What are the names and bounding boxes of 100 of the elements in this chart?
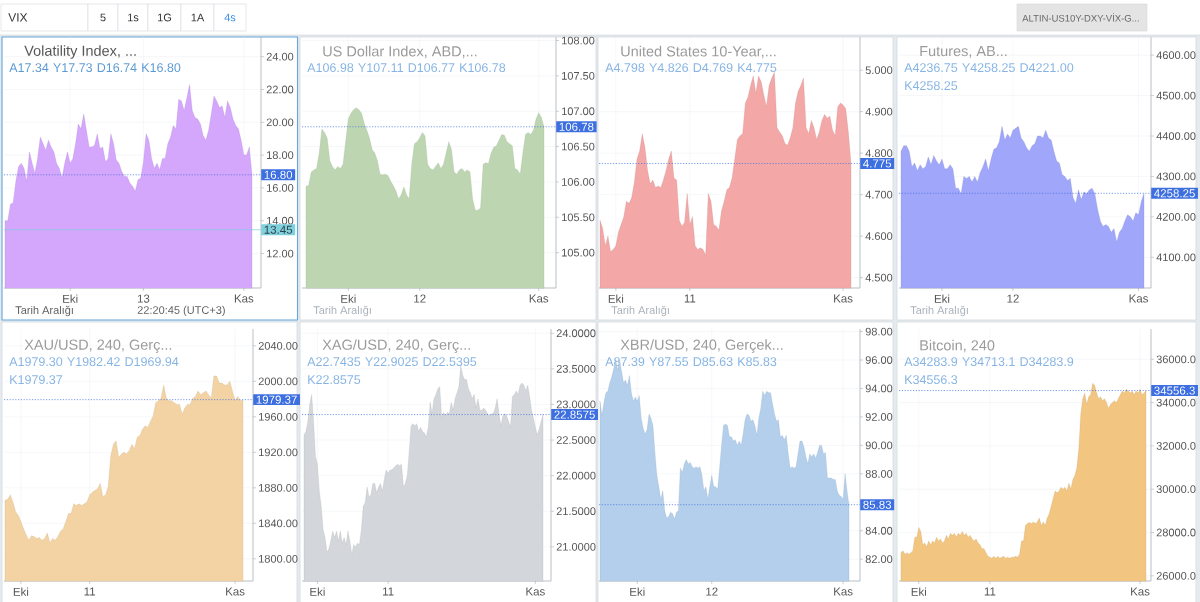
ref-line-label: 22.8575 [554, 410, 595, 419]
y-tick-label: 84.00 [865, 526, 893, 535]
text: A22.7435 Y22.9025 D22.5395 K22.8575 [307, 357, 477, 385]
x-tick-label: Eki [310, 587, 325, 596]
y-tick-label: 98.00 [865, 327, 893, 336]
y-tick-label: 1840.00 [259, 519, 298, 528]
ref-line-label: 16.80 [264, 170, 293, 179]
x-tick-label: 12 [706, 587, 718, 596]
text: VIX [8, 13, 28, 22]
y-tick-label: 22.0000 [556, 471, 596, 480]
y-tick-label: 108.00 [562, 36, 595, 45]
x-tick-label: 11 [84, 587, 96, 596]
x-tick-label: 13 [137, 294, 150, 303]
x-tick-label: Eki [608, 294, 624, 303]
y-tick-label: 4200.00 [1156, 212, 1196, 221]
ref-line-label: 106.78 [559, 122, 594, 131]
y-tick-label: 1920.00 [259, 448, 298, 457]
text: 4s [224, 13, 236, 22]
x-tick-label: Eki [63, 294, 78, 303]
y-tick-label: 105.50 [562, 213, 595, 222]
y-tick-label: 2040.00 [258, 341, 298, 350]
y-tick-label: 2000.00 [258, 377, 298, 386]
x-tick-label: 12 [1007, 294, 1019, 303]
y-tick-label: 4.900 [865, 107, 893, 116]
y-tick-label: 107.50 [562, 71, 595, 80]
x-tick-label: Eki [13, 587, 29, 596]
text: A34283.9 Y34713.1 D34283.9 K34556.3 [904, 357, 1074, 385]
text: XAG/USD, 240, Gerç... [322, 339, 470, 353]
y-tick-label: 36000.0 [1156, 355, 1196, 364]
y-tick-label: 26000.0 [1156, 571, 1196, 580]
text: Tarih Aralığı [910, 305, 968, 317]
y-tick-label: 88.00 [865, 469, 893, 478]
x-tick-label: 12 [414, 294, 426, 303]
y-tick-label: 12.00 [267, 249, 294, 258]
x-tick-label: Kas [834, 294, 853, 303]
text: ALTIN-US10Y-DXY-VİX-G... [1022, 13, 1139, 22]
text: A4236.75 Y4258.25 D4221.00 K4258.25 [904, 63, 1074, 91]
x-tick-label: Eki [911, 587, 926, 596]
y-tick-label: 106.50 [562, 142, 595, 151]
y-tick-label: 94.00 [865, 384, 893, 393]
text: Tarih Aralığı [313, 305, 371, 317]
y-tick-label: 23.0000 [556, 400, 596, 409]
x-tick-label: Kas [226, 587, 245, 596]
x-tick-label: 11 [383, 587, 394, 596]
y-tick-label: 24.00 [266, 52, 294, 61]
x-tick-label: Eki [341, 294, 356, 303]
y-tick-label: 4.800 [865, 149, 893, 158]
ref-line-label: 13.45 [264, 225, 293, 234]
x-tick-label: 11 [984, 587, 996, 596]
y-tick-label: 22.5000 [556, 436, 596, 444]
y-tick-label: 28000.0 [1156, 528, 1196, 537]
y-tick-label: 21.5000 [556, 507, 596, 516]
y-tick-label: 107.00 [562, 107, 595, 116]
y-tick-label: 4500.00 [1156, 91, 1196, 100]
text: 22:20:45 (UTC+3) [137, 305, 225, 317]
y-tick-label: 21.0000 [556, 542, 596, 551]
text: United States 10-Year,... [621, 45, 776, 59]
y-tick-label: 20.00 [266, 118, 294, 127]
text: Tarih Aralığı [611, 305, 669, 317]
text: Volatility Index, ... [24, 45, 136, 59]
y-tick-label: 4.500 [865, 273, 893, 282]
x-tick-label: Eki [630, 587, 645, 596]
y-tick-label: 4300.00 [1156, 172, 1196, 181]
x-tick-label: Kas [529, 294, 549, 303]
y-tick-label: 1880.00 [259, 483, 298, 492]
y-tick-label: 34000.0 [1156, 398, 1196, 407]
y-tick-label: 106.00 [562, 178, 595, 186]
y-tick-label: 4100.00 [1156, 253, 1196, 262]
text: Tarih Aralığı [15, 305, 73, 317]
x-tick-label: Kas [234, 294, 254, 303]
y-tick-label: 82.00 [865, 555, 893, 564]
text: XBR/USD, 240, Gerçek... [620, 339, 783, 353]
text: 5 [100, 13, 106, 22]
text: A4.798 Y4.826 D4.769 K4.775 [605, 63, 777, 73]
x-tick-label: Eki [934, 294, 950, 303]
x-tick-label: Kas [1131, 587, 1150, 596]
y-tick-label: 1800.00 [259, 554, 298, 563]
y-tick-label: 90.00 [865, 441, 893, 450]
text: A106.98 Y107.11 D106.77 K106.78 [307, 63, 506, 73]
text: 1A [191, 13, 205, 22]
ref-line-label: 85.83 [863, 500, 892, 509]
y-tick-label: 105.00 [562, 248, 595, 257]
y-tick-label: 18.00 [267, 151, 294, 159]
x-tick-label: Kas [526, 587, 545, 596]
x-tick-label: Kas [1129, 294, 1149, 303]
y-tick-label: 14.00 [267, 216, 294, 225]
y-tick-label: 23.5000 [556, 364, 596, 373]
text: A87.39 Y87.55 D85.63 K85.83 [605, 357, 777, 367]
x-tick-label: 11 [684, 294, 696, 303]
ref-line-label: 4.775 [863, 159, 892, 168]
y-tick-label: 30000.0 [1156, 485, 1196, 494]
y-tick-label: 4.600 [865, 232, 893, 241]
y-tick-label: 32000.0 [1156, 442, 1196, 450]
y-tick-label: 1960.00 [259, 412, 298, 421]
y-tick-label: 92.00 [865, 413, 893, 421]
y-tick-label: 16.00 [267, 184, 294, 192]
y-tick-label: 4600.00 [1156, 51, 1196, 60]
text: 1G [158, 13, 172, 22]
text: US Dollar Index, ABD,... [323, 45, 477, 59]
x-tick-label: Kas [834, 587, 853, 596]
